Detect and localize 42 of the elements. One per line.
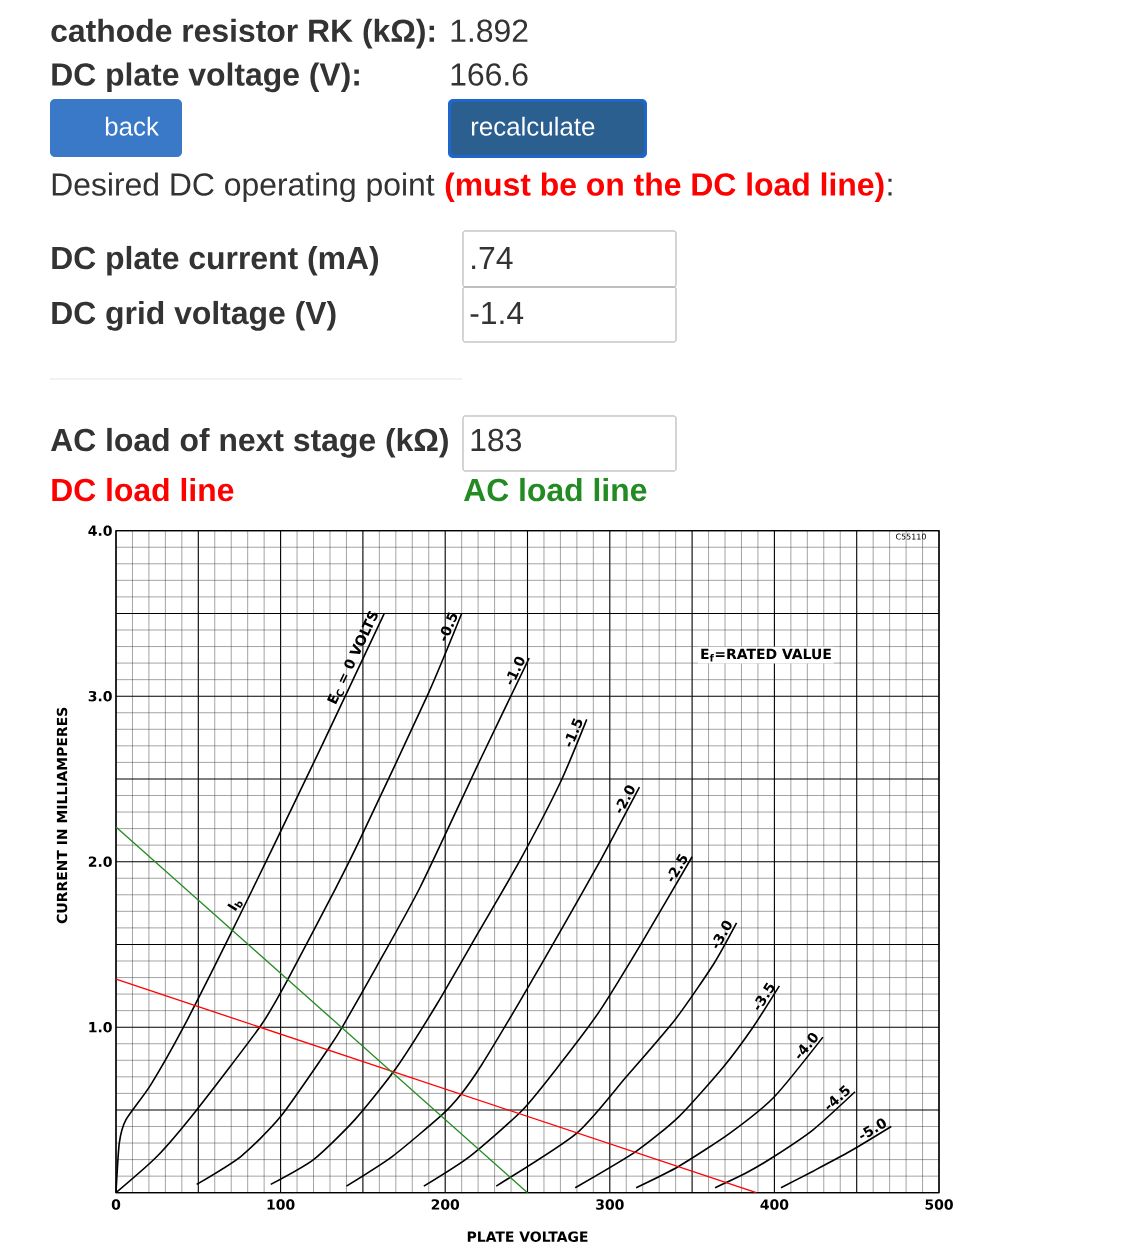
text: DC plate voltage (V): <box>52 62 359 93</box>
text: AC load of next stage (kΩ) <box>51 427 448 458</box>
x-axis-title: PLATE VOLTAGE <box>467 1231 588 1242</box>
annotation: I$_{b}$ <box>227 901 243 912</box>
x-tick-label: 500 <box>925 1199 953 1210</box>
x-tick-label: 300 <box>596 1199 624 1210</box>
text: back <box>105 116 159 136</box>
y-tick-label: 2.0 <box>88 856 112 867</box>
text: -1.5 <box>565 718 583 747</box>
x-tick-label: 200 <box>431 1199 460 1210</box>
y-axis-title: CURRENT IN MILLIAMPERES <box>56 707 68 924</box>
text: 1.892 <box>451 19 528 43</box>
text: -3.0 <box>713 920 732 949</box>
text: -1.4 <box>470 302 524 324</box>
x-tick-label: 100 <box>267 1199 295 1210</box>
text: Desired DC operating point <box>52 172 435 203</box>
text: 183 <box>471 428 521 452</box>
text: -2.0 <box>616 785 635 813</box>
x-tick-label: 400 <box>760 1199 789 1210</box>
text: -0.5 <box>440 612 458 641</box>
text: AC load line <box>463 477 647 502</box>
text: recalculate <box>471 116 595 136</box>
line-series <box>269 718 588 1186</box>
line-series <box>195 657 530 1186</box>
line-series <box>495 922 738 1187</box>
annotation: E$_{f}$=RATED VALUE <box>701 648 831 662</box>
text: (must be on the DC load line) <box>445 172 884 203</box>
text: -1.0 <box>507 656 525 685</box>
line-series <box>345 786 641 1187</box>
text: 166.6 <box>451 63 528 86</box>
text: : <box>888 178 892 196</box>
text: DC grid voltage (V) <box>52 300 336 331</box>
text: DC load line <box>52 477 234 502</box>
y-tick-label: 1.0 <box>89 1021 112 1033</box>
line-series <box>423 855 693 1187</box>
text: DC plate current (mA) <box>52 245 379 276</box>
y-tick-label: 3.0 <box>88 690 112 702</box>
text: -5.0 <box>859 1118 886 1139</box>
text: .74 <box>472 247 513 269</box>
text: cathode resistor RK (kΩ): <box>51 18 435 49</box>
x-tick-label: 0 <box>111 1199 121 1210</box>
y-tick-label: 4.0 <box>88 525 112 536</box>
